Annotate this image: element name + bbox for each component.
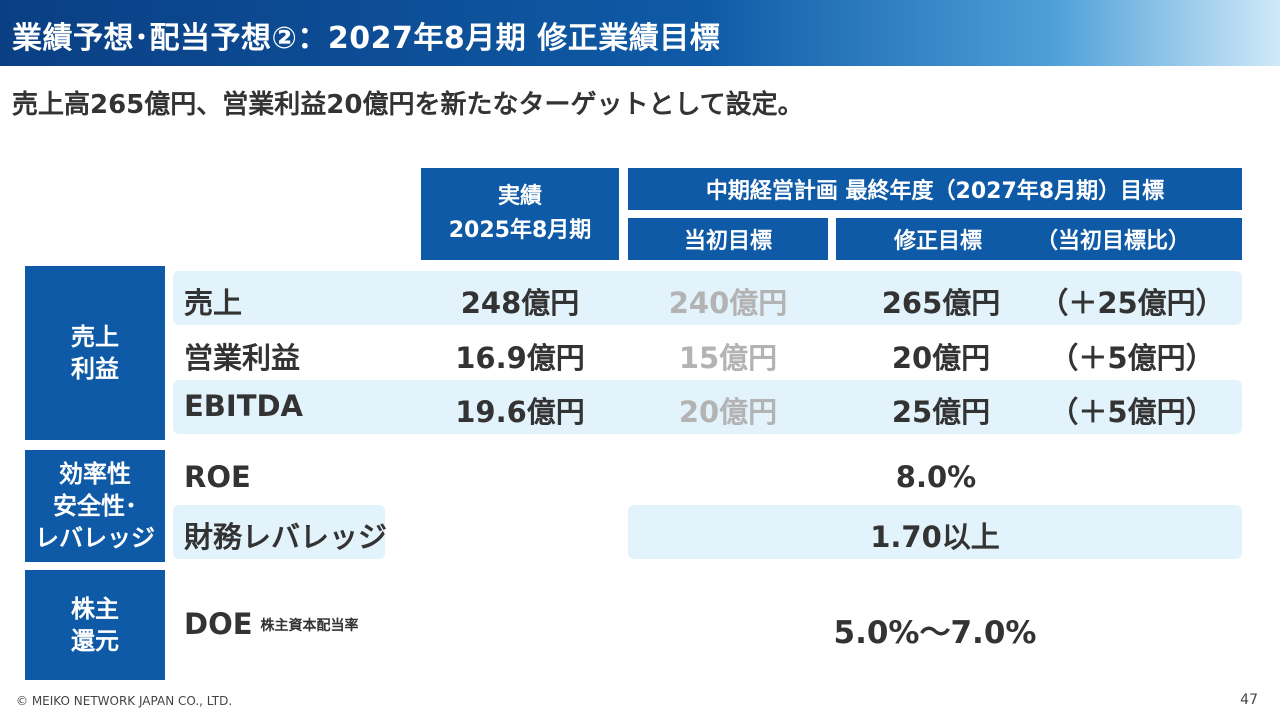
row-band-ebitda <box>173 380 1242 434</box>
roe-target: 8.0% <box>895 460 977 494</box>
header-actual-line2: 2025年8月期 <box>448 218 592 243</box>
row-label-roe: ROE <box>184 460 251 494</box>
doe-label: DOE <box>184 607 253 641</box>
footer-copyright: © MEIKO NETWORK JAPAN CO., LTD. <box>16 694 233 708</box>
header-revised-group: 修正目標 （当初目標比） <box>836 218 1242 260</box>
category-sales-profit: 売上 利益 <box>25 266 165 440</box>
category-shareholder-line1: 株主 <box>71 595 119 623</box>
row-label-doe: DOE 株主資本配当率 <box>184 607 359 641</box>
header-mid-term: 中期経営計画 最終年度（2027年8月期）目標 <box>628 168 1242 210</box>
doe-note: 株主資本配当率 <box>260 618 359 634</box>
category-sales-profit-line1: 売上 <box>71 323 119 351</box>
leverage-target: 1.70以上 <box>870 520 1000 554</box>
ebitda-diff: （＋5億円） <box>1049 395 1215 429</box>
row-band-sales <box>173 271 1242 325</box>
row-band-leverage-value <box>628 505 1242 559</box>
category-efficiency: 効率性 安全性･ レバレッジ <box>25 450 165 562</box>
op-income-diff: （＋5億円） <box>1049 341 1215 375</box>
page-title: 業績予想･配当予想②：2027年8月期 修正業績目標 <box>12 21 721 56</box>
sales-initial: 240億円 <box>668 286 788 320</box>
category-shareholder-return: 株主 還元 <box>25 570 165 680</box>
row-label-ebitda: EBITDA <box>184 389 304 423</box>
sales-revised: 265億円 <box>881 286 1001 320</box>
title-bar: 業績予想･配当予想②：2027年8月期 修正業績目標 <box>0 0 1280 66</box>
category-sales-profit-line2: 利益 <box>71 355 119 383</box>
row-label-financial-leverage: 財務レバレッジ <box>184 520 388 554</box>
header-actual: 実績 2025年8月期 <box>421 168 619 260</box>
ebitda-actual: 19.6億円 <box>455 395 585 429</box>
page-number: 47 <box>1240 692 1258 708</box>
header-revised-target: 修正目標 <box>894 229 983 254</box>
row-label-operating-income: 営業利益 <box>184 341 301 375</box>
row-label-sales: 売上 <box>184 286 243 320</box>
op-income-actual: 16.9億円 <box>455 341 585 375</box>
sales-diff: （＋25億円） <box>1039 286 1225 320</box>
header-actual-line1: 実績 <box>497 184 542 209</box>
category-efficiency-line1: 効率性 <box>59 460 131 488</box>
category-efficiency-line2: 安全性･ <box>53 492 137 520</box>
ebitda-initial: 20億円 <box>678 395 778 429</box>
header-initial-target: 当初目標 <box>628 218 828 260</box>
op-income-revised: 20億円 <box>891 341 991 375</box>
header-vs-initial: （当初目標比） <box>1036 229 1191 254</box>
doe-target: 5.0%～7.0% <box>833 615 1037 651</box>
op-income-initial: 15億円 <box>678 341 778 375</box>
sales-actual: 248億円 <box>460 286 580 320</box>
subtitle: 売上高265億円、営業利益20億円を新たなターゲットとして設定。 <box>12 90 804 120</box>
category-shareholder-line2: 還元 <box>71 627 119 655</box>
ebitda-revised: 25億円 <box>891 395 991 429</box>
row-band-leverage-label <box>173 505 385 559</box>
category-efficiency-line3: レバレッジ <box>35 524 155 552</box>
